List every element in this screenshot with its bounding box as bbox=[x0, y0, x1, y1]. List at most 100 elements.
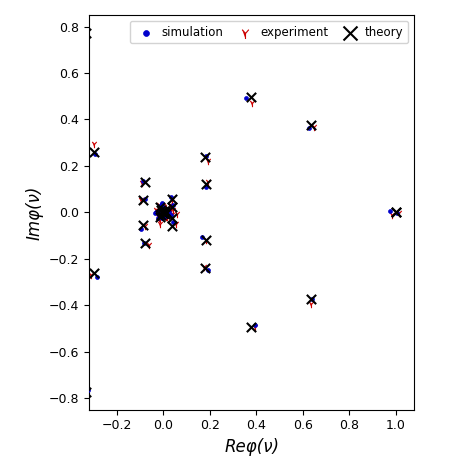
experiment bbox=[158, 206, 165, 213]
simulation bbox=[156, 208, 164, 215]
experiment bbox=[204, 179, 211, 186]
theory bbox=[392, 209, 400, 216]
simulation bbox=[169, 202, 177, 209]
theory bbox=[160, 209, 167, 216]
theory bbox=[160, 209, 167, 216]
simulation bbox=[158, 199, 166, 207]
theory bbox=[160, 209, 167, 216]
simulation bbox=[160, 209, 167, 216]
experiment bbox=[160, 212, 168, 219]
experiment bbox=[158, 203, 166, 211]
experiment bbox=[162, 209, 169, 217]
experiment bbox=[156, 220, 164, 227]
experiment bbox=[164, 213, 171, 220]
experiment bbox=[201, 263, 208, 270]
simulation bbox=[84, 386, 92, 394]
simulation bbox=[202, 183, 210, 191]
experiment bbox=[202, 236, 210, 244]
experiment bbox=[155, 214, 163, 222]
theory bbox=[160, 209, 167, 216]
simulation bbox=[158, 208, 166, 215]
experiment bbox=[166, 201, 173, 209]
experiment bbox=[157, 207, 164, 215]
theory bbox=[168, 222, 175, 230]
theory bbox=[392, 209, 400, 216]
simulation bbox=[153, 208, 160, 215]
experiment bbox=[160, 204, 168, 212]
simulation bbox=[141, 195, 149, 203]
theory bbox=[160, 209, 167, 216]
experiment bbox=[159, 203, 166, 210]
experiment bbox=[83, 388, 91, 395]
simulation bbox=[137, 225, 145, 233]
theory bbox=[82, 388, 90, 396]
experiment bbox=[145, 241, 153, 248]
experiment bbox=[168, 211, 175, 219]
theory bbox=[161, 207, 169, 215]
theory bbox=[91, 148, 98, 155]
theory bbox=[307, 296, 315, 303]
simulation bbox=[158, 214, 165, 221]
theory bbox=[201, 264, 209, 272]
theory bbox=[160, 209, 167, 216]
theory bbox=[201, 153, 209, 161]
experiment bbox=[157, 206, 165, 213]
experiment bbox=[172, 220, 180, 228]
theory bbox=[160, 209, 167, 216]
theory bbox=[160, 209, 167, 216]
experiment bbox=[161, 207, 169, 214]
experiment bbox=[162, 207, 169, 214]
theory bbox=[160, 210, 168, 217]
simulation bbox=[160, 210, 167, 217]
simulation bbox=[242, 95, 250, 102]
experiment bbox=[137, 196, 145, 204]
simulation bbox=[155, 210, 162, 218]
experiment bbox=[156, 205, 164, 213]
theory bbox=[139, 196, 146, 204]
simulation bbox=[158, 208, 166, 216]
experiment bbox=[157, 205, 165, 213]
theory bbox=[156, 214, 164, 221]
theory bbox=[160, 209, 167, 216]
theory bbox=[82, 29, 90, 36]
simulation bbox=[159, 203, 167, 211]
Y-axis label: Imφ(ν): Imφ(ν) bbox=[26, 185, 44, 240]
simulation bbox=[204, 267, 212, 274]
theory bbox=[159, 208, 167, 216]
theory bbox=[247, 324, 255, 331]
simulation bbox=[140, 239, 148, 246]
simulation bbox=[91, 150, 99, 157]
experiment bbox=[165, 211, 173, 219]
theory bbox=[141, 178, 149, 186]
experiment bbox=[87, 271, 94, 279]
experiment bbox=[192, 430, 200, 438]
simulation bbox=[163, 210, 170, 218]
theory bbox=[160, 209, 167, 216]
theory bbox=[160, 209, 167, 216]
experiment bbox=[163, 213, 171, 220]
theory bbox=[160, 209, 167, 216]
theory bbox=[202, 180, 210, 188]
simulation bbox=[393, 209, 401, 217]
simulation bbox=[305, 124, 313, 132]
simulation bbox=[156, 213, 164, 220]
simulation bbox=[162, 208, 169, 215]
theory bbox=[160, 209, 167, 216]
theory bbox=[160, 209, 167, 216]
theory bbox=[160, 209, 167, 216]
experiment bbox=[155, 209, 163, 216]
experiment bbox=[159, 207, 166, 215]
experiment bbox=[160, 205, 168, 212]
theory bbox=[160, 209, 167, 216]
simulation bbox=[158, 203, 165, 210]
theory bbox=[161, 210, 169, 218]
experiment bbox=[169, 206, 177, 213]
simulation bbox=[164, 208, 172, 215]
experiment bbox=[157, 209, 165, 217]
simulation bbox=[167, 194, 174, 201]
simulation bbox=[165, 209, 173, 216]
simulation bbox=[156, 207, 164, 215]
experiment bbox=[166, 211, 174, 219]
experiment bbox=[155, 201, 163, 209]
theory bbox=[157, 211, 164, 219]
